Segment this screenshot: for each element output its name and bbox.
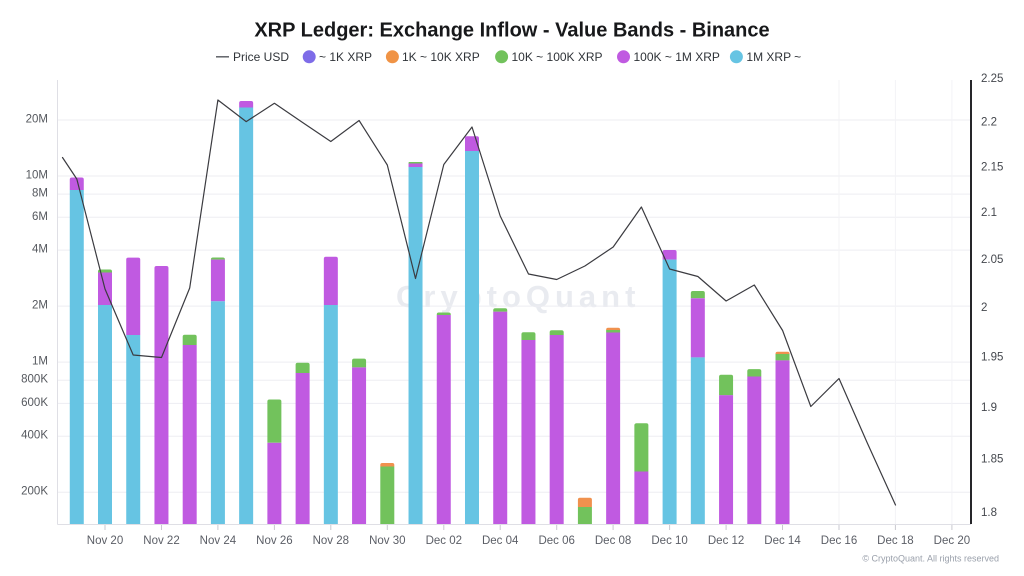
svg-text:Dec 02: Dec 02 <box>426 535 462 547</box>
svg-text:CryptoQuant: CryptoQuant <box>396 279 640 314</box>
svg-text:2.05: 2.05 <box>981 254 1003 266</box>
svg-text:2M: 2M <box>32 300 48 312</box>
svg-text:1M XRP ~: 1M XRP ~ <box>746 50 801 64</box>
svg-text:~ 1K XRP: ~ 1K XRP <box>319 50 372 64</box>
svg-text:2.25: 2.25 <box>981 73 1003 85</box>
svg-text:Dec 06: Dec 06 <box>538 535 574 547</box>
svg-text:2.15: 2.15 <box>981 161 1003 173</box>
svg-text:10K ~ 100K XRP: 10K ~ 100K XRP <box>512 50 603 64</box>
svg-text:Nov 28: Nov 28 <box>313 535 349 547</box>
svg-text:8M: 8M <box>32 188 48 200</box>
svg-text:Nov 24: Nov 24 <box>200 535 237 547</box>
svg-text:100K ~ 1M XRP: 100K ~ 1M XRP <box>634 50 720 64</box>
svg-text:Dec 04: Dec 04 <box>482 535 519 547</box>
svg-text:Nov 22: Nov 22 <box>143 535 179 547</box>
svg-text:1.8: 1.8 <box>981 507 997 519</box>
svg-text:Dec 10: Dec 10 <box>651 535 687 547</box>
svg-text:© CryptoQuant. All rights rese: © CryptoQuant. All rights reserved <box>862 554 999 564</box>
svg-text:2: 2 <box>981 302 987 314</box>
svg-text:1.85: 1.85 <box>981 454 1003 466</box>
svg-text:Price USD: Price USD <box>233 50 289 64</box>
svg-text:800K: 800K <box>21 374 48 386</box>
svg-text:2.2: 2.2 <box>981 117 997 129</box>
svg-text:Nov 30: Nov 30 <box>369 535 405 547</box>
svg-text:Dec 14: Dec 14 <box>764 535 801 547</box>
svg-text:10M: 10M <box>26 170 48 182</box>
svg-text:4M: 4M <box>32 244 48 256</box>
svg-text:200K: 200K <box>21 486 48 498</box>
svg-text:Dec 08: Dec 08 <box>595 535 631 547</box>
svg-text:1.95: 1.95 <box>981 351 1003 363</box>
svg-text:1.9: 1.9 <box>981 402 997 414</box>
svg-text:2.1: 2.1 <box>981 207 997 219</box>
svg-text:Nov 20: Nov 20 <box>87 535 123 547</box>
svg-text:Nov 26: Nov 26 <box>256 535 292 547</box>
svg-text:6M: 6M <box>32 211 48 223</box>
svg-text:400K: 400K <box>21 430 48 442</box>
svg-text:20M: 20M <box>26 114 48 126</box>
svg-text:600K: 600K <box>21 397 48 409</box>
svg-text:Dec 16: Dec 16 <box>821 535 857 547</box>
svg-text:Dec 20: Dec 20 <box>934 535 970 547</box>
svg-text:XRP Ledger: Exchange Inflow -: XRP Ledger: Exchange Inflow - Value Band… <box>254 20 769 42</box>
svg-text:1M: 1M <box>32 356 48 368</box>
svg-text:1K ~ 10K XRP: 1K ~ 10K XRP <box>402 50 480 64</box>
svg-text:Dec 12: Dec 12 <box>708 535 744 547</box>
svg-text:Dec 18: Dec 18 <box>877 535 913 547</box>
